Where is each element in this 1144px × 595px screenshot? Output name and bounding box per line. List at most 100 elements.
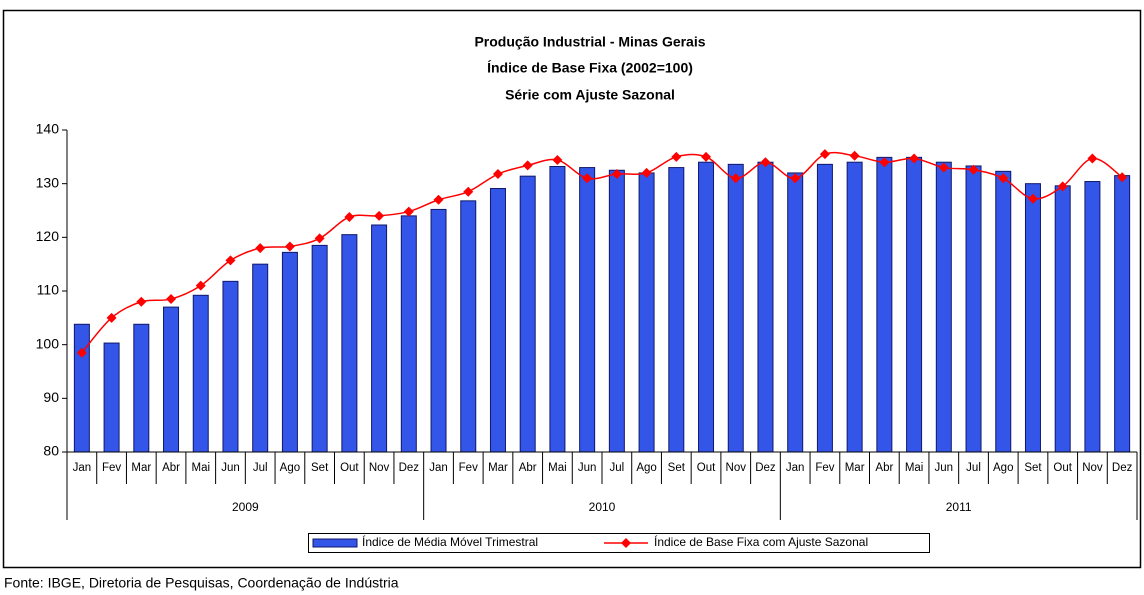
line-marker	[492, 169, 503, 180]
line-marker	[463, 186, 474, 197]
bar	[816, 163, 833, 453]
line-marker	[314, 233, 325, 244]
legend-label: Índice de Base Fixa com Ajuste Sazonal	[654, 534, 868, 549]
bar	[965, 165, 982, 453]
bar	[1054, 185, 1071, 453]
x-tick-label: Mar	[131, 462, 151, 474]
x-tick-label: Jun	[221, 462, 240, 474]
x-tick-label: Mar	[845, 462, 865, 474]
bar	[727, 163, 744, 453]
group-label: 2011	[946, 500, 972, 514]
bar	[133, 323, 150, 453]
legend-label: Índice de Média Móvel Trimestral	[362, 534, 538, 549]
x-tick-label: Dez	[399, 462, 420, 474]
group-label: 2010	[589, 500, 616, 514]
y-tick-label: 80	[43, 443, 59, 459]
line-marker	[166, 294, 177, 305]
x-tick-label: Fev	[459, 462, 478, 474]
legend-swatch	[312, 538, 358, 548]
line-marker	[998, 173, 1009, 184]
bar	[460, 200, 477, 453]
line-marker	[909, 153, 920, 164]
x-tick-label: Ago	[280, 462, 300, 474]
x-tick-label: Jul	[253, 462, 268, 474]
line-marker	[284, 241, 295, 252]
x-tick-label: Jan	[429, 462, 448, 474]
x-tick-label: Out	[340, 462, 359, 474]
x-tick-label: Set	[668, 462, 686, 474]
x-tick-label: Out	[697, 462, 716, 474]
source-note: Fonte: IBGE, Diretoria de Pesquisas, Coo…	[4, 575, 399, 591]
line-marker	[344, 211, 355, 222]
bar	[668, 167, 685, 453]
bar	[549, 165, 566, 453]
bar	[876, 156, 893, 453]
bar	[787, 172, 804, 453]
x-tick-label: Mai	[905, 462, 924, 474]
x-tick-label: Mai	[191, 462, 210, 474]
y-tick-label: 110	[37, 282, 60, 298]
y-tick-label: 120	[36, 228, 60, 244]
line-marker	[136, 296, 147, 307]
line-marker	[76, 347, 87, 358]
x-tick-label: Ago	[993, 462, 1013, 474]
line-marker	[671, 151, 682, 162]
line-marker	[374, 210, 385, 221]
y-tick-label: 130	[36, 174, 60, 190]
bar	[192, 294, 209, 453]
x-tick-label: Fev	[815, 462, 834, 474]
line-marker	[255, 243, 266, 254]
x-tick-label: Jul	[610, 462, 625, 474]
bar	[222, 280, 239, 453]
x-tick-label: Mai	[548, 462, 567, 474]
line-marker	[522, 160, 533, 171]
y-tick-label: 100	[36, 335, 60, 351]
bar	[846, 161, 863, 453]
chart-subtitle: Série com Ajuste Sazonal	[505, 87, 675, 103]
bar	[906, 156, 923, 453]
x-tick-label: Dez	[1112, 462, 1133, 474]
line-marker	[403, 206, 414, 217]
bar	[608, 169, 625, 453]
bar	[579, 167, 596, 453]
line-marker	[879, 157, 890, 168]
y-tick-label: 140	[36, 121, 60, 137]
bar	[638, 172, 655, 453]
line-marker	[819, 149, 830, 160]
x-tick-label: Fev	[102, 462, 121, 474]
bar	[163, 306, 180, 453]
bar	[757, 161, 774, 453]
x-tick-label: Dez	[755, 462, 776, 474]
bar	[489, 187, 506, 453]
line-marker	[641, 167, 652, 178]
bar	[371, 224, 388, 453]
line-marker	[582, 173, 593, 184]
x-tick-label: Set	[1024, 462, 1042, 474]
bar	[341, 234, 358, 453]
bar	[1084, 181, 1101, 453]
line-marker	[790, 173, 801, 184]
bar	[1114, 175, 1131, 453]
line-marker	[552, 155, 563, 166]
x-tick-label: Abr	[875, 462, 893, 474]
line-marker	[938, 162, 949, 173]
x-tick-label: Mar	[488, 462, 508, 474]
line-marker	[701, 151, 712, 162]
line-marker	[1057, 181, 1068, 192]
line-marker	[760, 157, 771, 168]
legend-swatch	[621, 538, 631, 548]
chart-title: Produção Industrial - Minas Gerais	[474, 34, 705, 50]
x-tick-label: Jul	[966, 462, 981, 474]
group-label: 2009	[232, 500, 259, 514]
bar	[995, 170, 1012, 453]
bar	[281, 251, 298, 453]
line-marker	[1087, 153, 1098, 164]
line-marker	[106, 312, 117, 323]
x-tick-label: Jun	[935, 462, 954, 474]
x-tick-label: Jan	[786, 462, 805, 474]
x-tick-label: Jun	[578, 462, 597, 474]
line-marker	[433, 194, 444, 205]
line-marker	[968, 164, 979, 175]
x-tick-label: Jan	[73, 462, 92, 474]
